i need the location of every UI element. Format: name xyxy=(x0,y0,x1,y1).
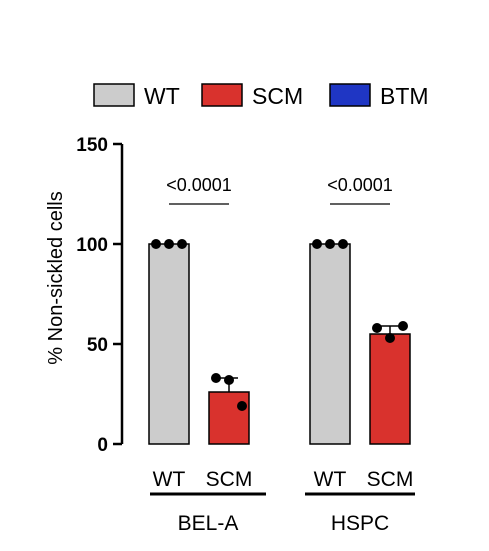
group-label: HSPC xyxy=(331,512,389,535)
legend-label-scm: SCM xyxy=(252,83,303,109)
group-label: BEL-A xyxy=(178,512,239,535)
data-point xyxy=(237,401,247,411)
legend-swatch-scm xyxy=(201,83,243,107)
x-category-label: SCM xyxy=(206,468,253,491)
legend: WT SCM BTM xyxy=(93,83,429,109)
y-tick-label: 150 xyxy=(76,135,108,156)
data-point xyxy=(398,321,408,331)
data-point xyxy=(177,239,187,249)
data-point xyxy=(385,333,395,343)
data-point xyxy=(338,239,348,249)
bar-bel-a-wt xyxy=(148,243,190,445)
x-category-label: WT xyxy=(153,468,186,491)
plot-area: 0 50 100 150 WT SCM BEL-A <0.0001 WT SCM HSPC <0.00… xyxy=(76,135,415,535)
legend-swatch-wt xyxy=(93,83,135,107)
data-point xyxy=(164,239,174,249)
data-point xyxy=(151,239,161,249)
data-point xyxy=(325,239,335,249)
data-point xyxy=(211,373,221,383)
y-tick-label: 100 xyxy=(76,235,108,256)
legend-label-wt: WT xyxy=(144,83,180,109)
x-category-label: SCM xyxy=(367,468,414,491)
legend-swatch-btm xyxy=(329,83,371,107)
data-point xyxy=(312,239,322,249)
bar-bel-a-scm xyxy=(208,391,250,445)
bar-hspc-scm xyxy=(369,333,411,445)
data-point xyxy=(224,375,234,385)
y-tick-label: 0 xyxy=(97,435,108,456)
y-axis-label: % Non-sickled cells xyxy=(45,191,67,364)
data-point xyxy=(372,323,382,333)
p-value-label: <0.0001 xyxy=(327,175,393,195)
x-category-label: WT xyxy=(314,468,347,491)
bar-hspc-wt xyxy=(309,243,351,445)
p-value-label: <0.0001 xyxy=(166,175,232,195)
y-tick-label: 50 xyxy=(87,335,108,356)
legend-label-btm: BTM xyxy=(380,83,429,109)
